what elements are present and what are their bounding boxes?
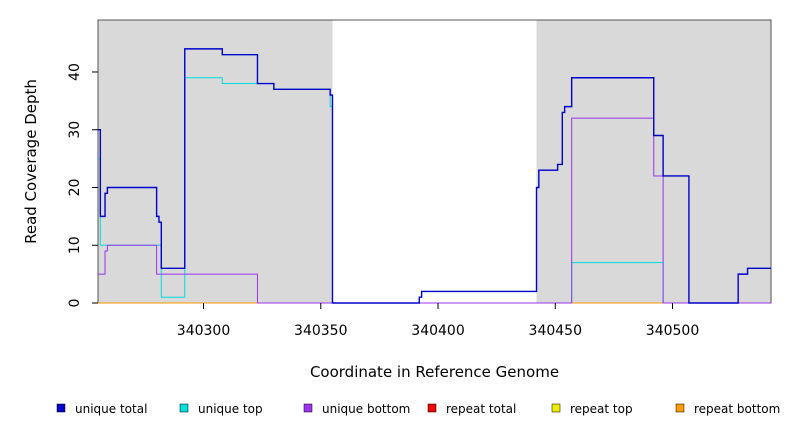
legend-label-repeat-bottom: repeat bottom: [694, 402, 780, 416]
shaded-region-1: [98, 20, 333, 303]
x-tick-label: 340400: [411, 323, 464, 339]
legend-swatch-repeat-total: [427, 403, 437, 413]
y-tick-label: 20: [67, 179, 83, 197]
legend-swatch-repeat-bottom: [675, 403, 685, 413]
legend-swatch-unique-bottom: [303, 403, 313, 413]
y-tick-label: 30: [67, 121, 83, 139]
y-tick-label: 0: [67, 299, 83, 308]
legend-swatch-repeat-top: [551, 403, 561, 413]
y-axis: 0 10 20 30 40: [67, 63, 98, 307]
y-axis-title: Read Coverage Depth: [22, 79, 40, 244]
legend-label-repeat-top: repeat top: [570, 402, 633, 416]
x-tick-label: 340500: [646, 323, 699, 339]
legend-label-unique-top: unique top: [198, 402, 263, 416]
legend-label-repeat-total: repeat total: [446, 402, 516, 416]
legend-label-unique-total: unique total: [75, 402, 147, 416]
y-tick-label: 40: [67, 63, 83, 81]
x-axis: 340300 340350 340400 340450 340500: [177, 303, 699, 339]
series-line-unique-bottom: [98, 117, 771, 304]
x-tick-label: 340300: [177, 323, 230, 339]
x-axis-title: Coordinate in Reference Genome: [310, 363, 559, 381]
legend-swatch-unique-top: [179, 403, 189, 413]
shaded-regions: [98, 20, 771, 303]
legend-swatch-unique-total: [56, 403, 66, 413]
x-tick-label: 340450: [529, 323, 582, 339]
series-lines: [98, 48, 771, 304]
x-tick-label: 340350: [294, 323, 347, 339]
y-tick-label: 10: [67, 236, 83, 254]
legend-label-unique-bottom: unique bottom: [322, 402, 410, 416]
series-line-unique-total: [98, 48, 771, 304]
legend: unique total unique top unique bottom repea…: [56, 402, 780, 416]
